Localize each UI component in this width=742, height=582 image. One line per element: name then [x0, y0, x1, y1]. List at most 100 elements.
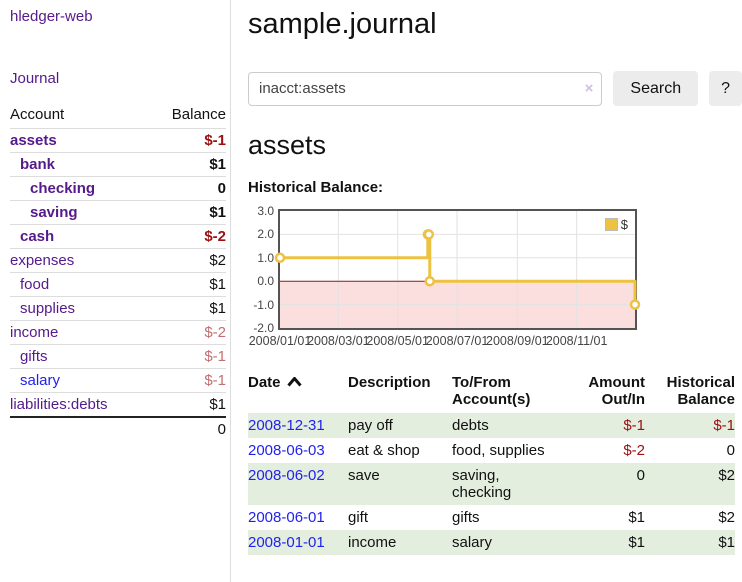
account-balance: $1	[209, 156, 226, 173]
legend-label: $	[620, 217, 628, 232]
chart-plot-area[interactable]: $	[274, 209, 641, 330]
main-content: sample.journal × Search ? assets Histori…	[232, 0, 742, 555]
x-axis-tick-label: 2008/11/01	[545, 334, 608, 348]
account-name-cell: checking	[10, 177, 149, 201]
txn-balance: $2	[718, 467, 735, 484]
txn-balance: $1	[718, 534, 735, 551]
txn-amount: $-1	[623, 417, 645, 434]
txn-accounts: saving, checking	[452, 467, 512, 501]
search-button[interactable]: Search	[613, 71, 699, 106]
account-name-cell: supplies	[10, 297, 149, 321]
y-axis-tick-label: -1.0	[253, 297, 274, 312]
account-balance: $-1	[204, 348, 226, 365]
account-row: gifts $-1	[10, 344, 226, 369]
txn-date-link[interactable]: 2008-01-01	[248, 534, 325, 551]
sidebar: hledger-web Journal Account Balance asse…	[0, 0, 231, 582]
account-row: salary $-1	[10, 368, 226, 393]
y-axis-tick-label: 3.0	[257, 204, 274, 218]
sidebar-item-journal[interactable]: Journal	[10, 70, 60, 87]
account-name-cell: gifts	[10, 345, 149, 369]
txn-date-link[interactable]: 2008-06-03	[248, 442, 325, 459]
y-axis-tick-label: -2.0	[253, 321, 274, 335]
x-axis-tick-label: 2008/09/01	[486, 334, 549, 348]
account-link[interactable]: income	[10, 324, 59, 341]
account-link[interactable]: supplies	[20, 300, 76, 317]
table-row: 2008-06-01 gift gifts $1 $2	[248, 505, 735, 530]
txn-accounts: debts	[452, 417, 489, 434]
account-link[interactable]: checking	[30, 180, 96, 197]
account-name-cell: salary	[10, 369, 149, 393]
clear-search-icon[interactable]: ×	[584, 79, 594, 97]
table-row: 2008-06-02 save saving, checking 0 $2	[248, 463, 735, 505]
account-row: income $-2	[10, 320, 226, 345]
register-header-row: Date Description To/From Account(s) Amou…	[248, 372, 735, 413]
account-balance: $1	[209, 204, 226, 221]
register-col-balance: Historical Balance	[666, 374, 735, 408]
y-axis-tick-label: 2.0	[257, 227, 274, 242]
accounts-total-value: 0	[217, 421, 226, 438]
account-link[interactable]: saving	[30, 204, 78, 221]
account-row: checking 0	[10, 176, 226, 201]
account-link[interactable]: gifts	[20, 348, 48, 365]
y-axis-tick-label: 1.0	[257, 250, 274, 265]
search-input[interactable]	[248, 71, 603, 106]
account-row: food $1	[10, 272, 226, 297]
accounts-col-account: Account	[10, 106, 65, 123]
txn-accounts: salary	[452, 534, 493, 551]
account-link[interactable]: expenses	[10, 252, 75, 269]
txn-amount: $1	[628, 509, 645, 526]
account-row: cash $-2	[10, 224, 226, 249]
account-name-cell: assets	[10, 129, 149, 153]
search-form: × Search ?	[248, 71, 742, 106]
account-link[interactable]: bank	[20, 156, 56, 173]
x-axis-tick-label: 2008/05/01	[366, 334, 429, 348]
txn-balance: $2	[718, 509, 735, 526]
txn-amount: 0	[636, 467, 645, 484]
register-table: Date Description To/From Account(s) Amou…	[248, 372, 735, 555]
account-name-cell: income	[10, 321, 149, 345]
account-link[interactable]: liabilities:debts	[10, 396, 108, 413]
txn-accounts: gifts	[452, 509, 480, 526]
txn-date-link[interactable]: 2008-12-31	[248, 417, 325, 434]
accounts-total-row: 0	[10, 417, 226, 441]
chart-canvas	[274, 211, 641, 328]
txn-balance: 0	[726, 442, 735, 459]
account-name-cell: expenses	[10, 249, 149, 273]
txn-date-cell: 2008-06-02	[248, 463, 348, 505]
data-point-marker	[424, 275, 436, 287]
account-balance: $-2	[204, 228, 226, 245]
txn-accounts: food, supplies	[452, 442, 545, 459]
table-row: 2008-12-31 pay off debts $-1 $-1	[248, 413, 735, 438]
accounts-col-balance: Balance	[171, 106, 226, 123]
txn-date-link[interactable]: 2008-06-02	[248, 467, 325, 484]
page-title: sample.journal	[248, 8, 437, 40]
accounts-header-row: Account Balance	[10, 103, 226, 129]
txn-date-cell: 2008-12-31	[248, 413, 348, 438]
account-name-cell: cash	[10, 225, 149, 249]
account-link[interactable]: salary	[20, 372, 61, 389]
account-name-cell: saving	[10, 201, 149, 225]
account-balance: $-1	[204, 372, 226, 389]
account-link[interactable]: assets	[10, 132, 57, 149]
txn-description: save	[348, 467, 380, 484]
account-balance: 0	[217, 180, 226, 197]
account-name-cell: food	[10, 273, 149, 297]
data-point-marker	[629, 299, 641, 310]
account-row: expenses $2	[10, 248, 226, 273]
txn-date-link[interactable]: 2008-06-01	[248, 509, 325, 526]
account-link[interactable]: food	[20, 276, 50, 293]
account-row: assets $-1	[10, 128, 226, 153]
txn-amount: $1	[628, 534, 645, 551]
txn-description: eat & shop	[348, 442, 420, 459]
help-button[interactable]: ?	[709, 71, 742, 106]
account-name-cell: bank	[10, 153, 149, 177]
app-title-link[interactable]: hledger-web	[10, 8, 93, 25]
txn-balance: $-1	[713, 417, 735, 434]
register-col-date[interactable]: Date	[248, 372, 348, 413]
account-row: saving $1	[10, 200, 226, 225]
register-col-amount: Amount Out/In	[588, 374, 645, 408]
txn-amount: $-2	[623, 442, 645, 459]
account-balance: $-2	[204, 324, 226, 341]
chart-legend: $	[604, 217, 628, 232]
account-link[interactable]: cash	[20, 228, 55, 245]
